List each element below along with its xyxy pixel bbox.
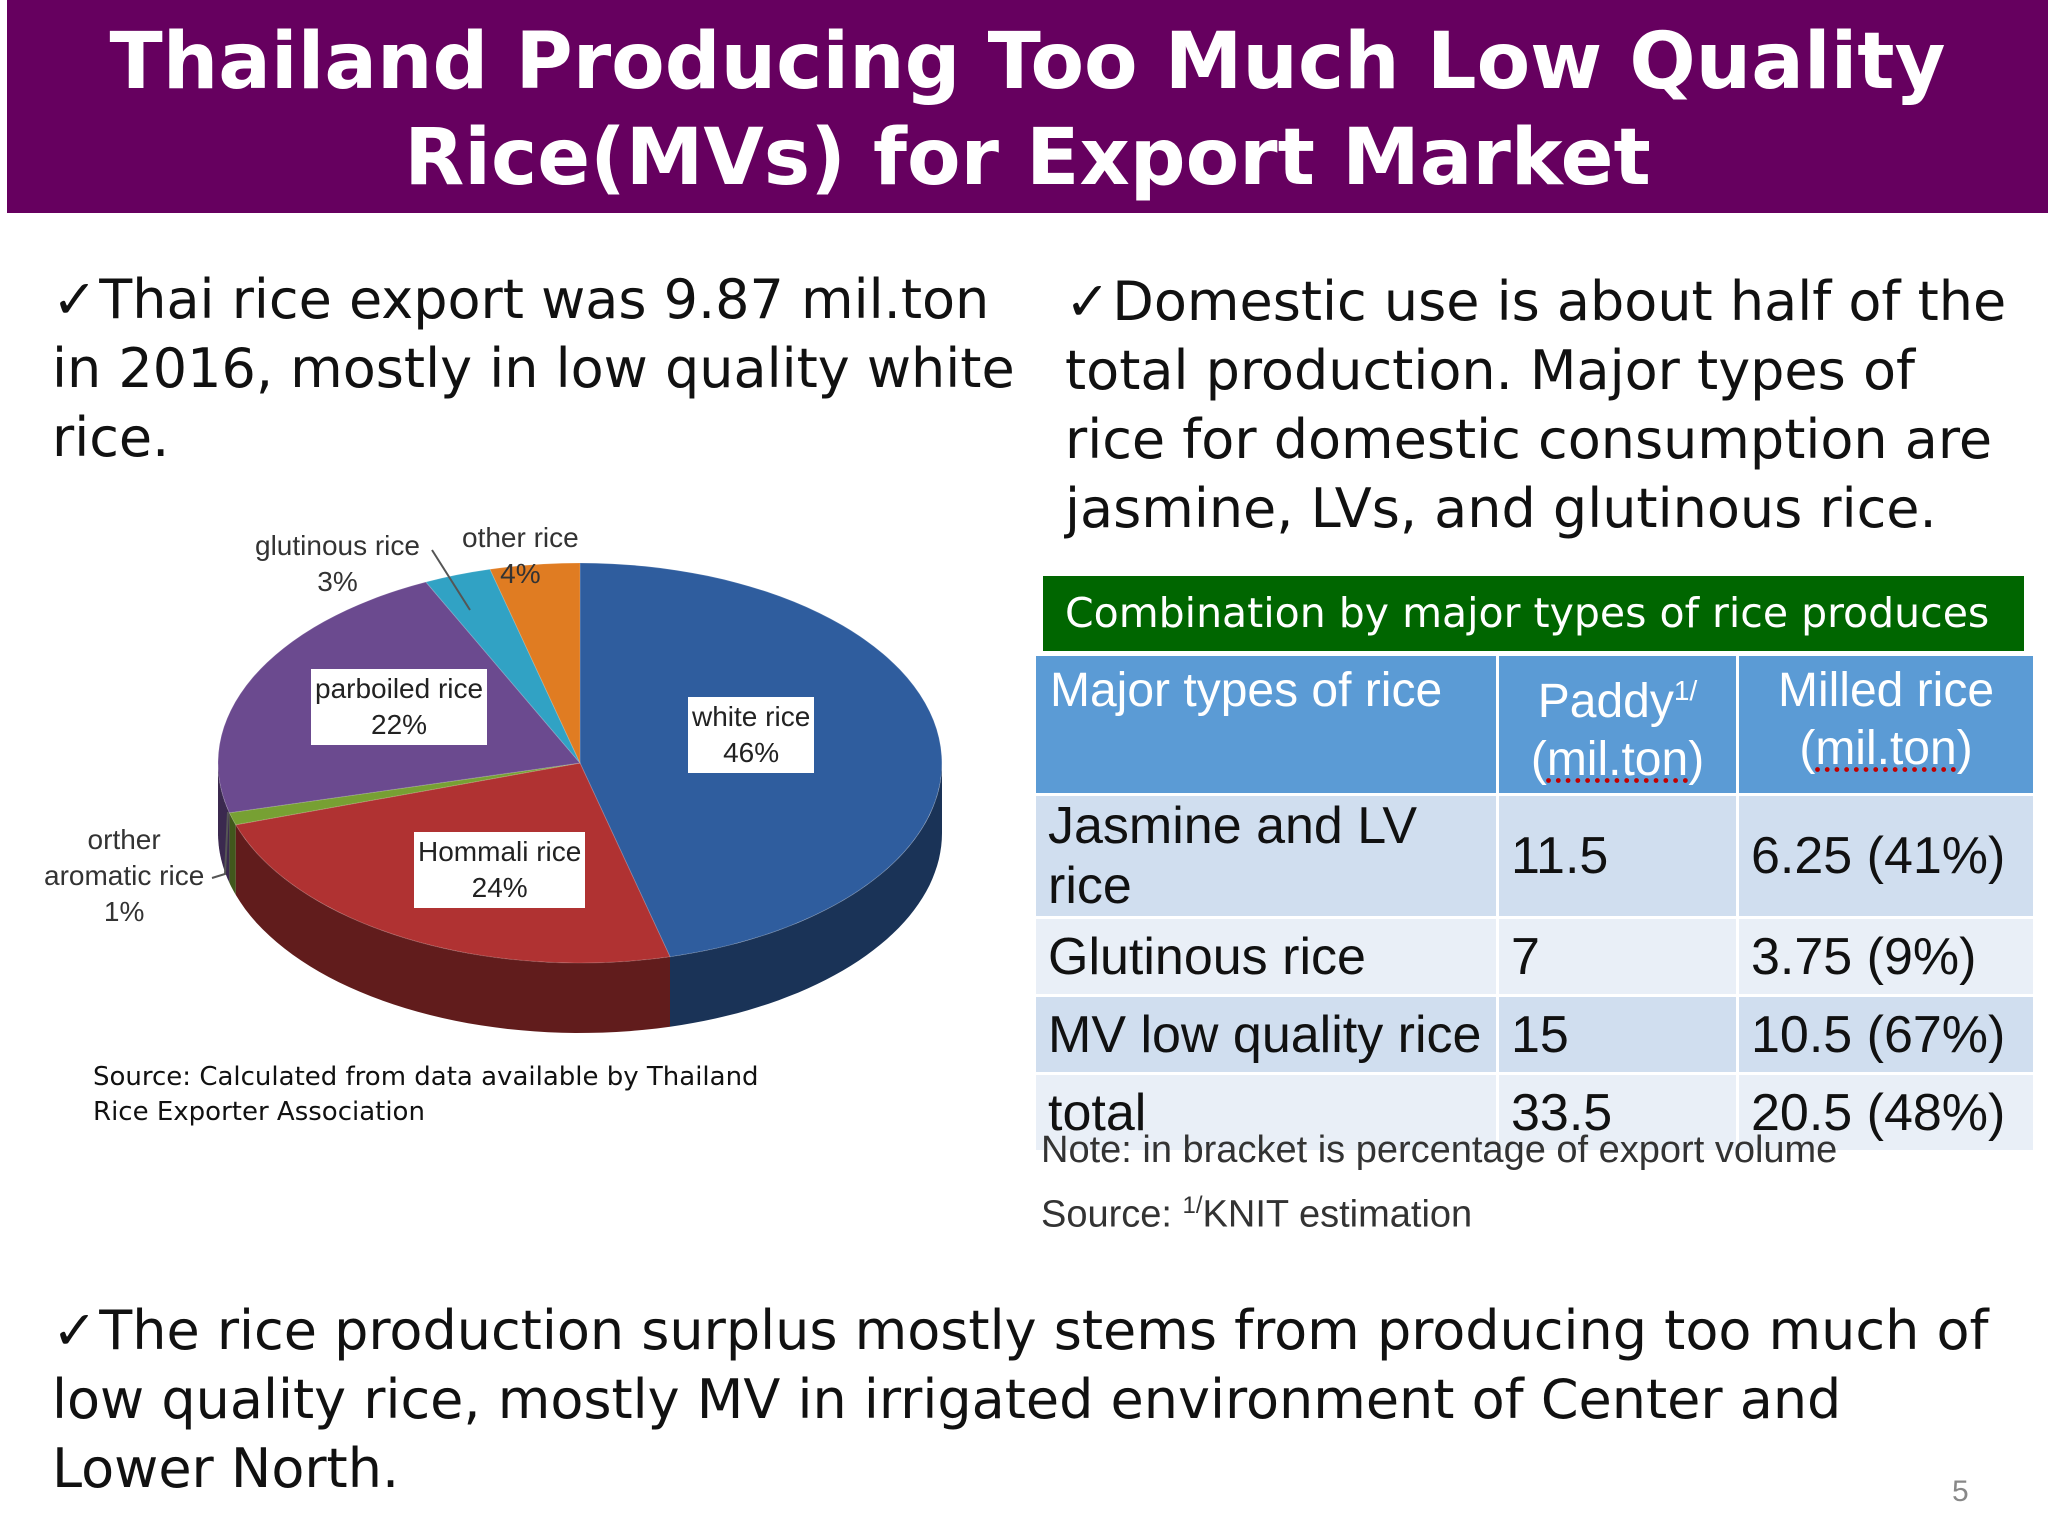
rice-types-table: Major types of rice Paddy1/(mil.ton) Mil… [1033,653,2036,1153]
leader-line-orther [211,811,229,879]
pie-label-other-name: other rice [462,522,579,553]
pie-label-white-pct: 46% [723,737,780,768]
cell-milled: 10.5 (67%) [1736,994,2036,1075]
slide-title: Thailand Producing Too Much Low Quality … [7,0,2048,213]
pie-label-other: other rice 4% [462,520,579,592]
pie-label-orther-line2: aromatic rice [44,860,205,891]
pie-leader-lines [211,549,471,879]
pie-label-parboiled-name: parboiled rice [315,673,484,704]
pie-label-hommali: Hommali rice 24% [414,832,586,908]
pie-source-note: Source: Calculated from data available b… [93,1062,759,1127]
pie-label-glutinous-name: glutinous rice [255,530,420,561]
pie-label-white: white rice 46% [688,697,815,773]
bullet-domestic-text: Domestic use is about half of the total … [1065,270,2007,540]
header-paddy-unit: mil.ton [1546,733,1689,786]
cell-type: Glutinous rice [1033,916,1499,997]
bullet-surplus: ✓The rice production surplus mostly stem… [52,1296,2012,1503]
table-source-text: KNIT estimation [1202,1193,1473,1236]
pie-side-Hommali-rice [235,824,670,1033]
pie-label-hommali-name: Hommali rice [418,836,582,867]
table-row: total 33.5 20.5 (48%) [1033,1072,2036,1153]
header-milled-unit: mil.ton [1815,722,1957,775]
cell-paddy: 11.5 [1496,793,1739,919]
title-line-1: Thailand Producing Too Much Low Quality [109,17,1946,107]
cell-paddy: 33.5 [1496,1072,1739,1153]
bullet-export: ✓Thai rice export was 9.87 mil.ton in 20… [52,265,1032,472]
table-row: MV low quality rice 15 10.5 (67%) [1033,994,2036,1075]
cell-milled: 6.25 (41%) [1736,793,2036,919]
pie-label-other-pct: 4% [500,558,541,589]
page-number: 5 [1952,1475,1969,1508]
cell-type: total [1033,1072,1499,1153]
pie-label-glutinous-pct: 3% [317,566,358,597]
pie-slice-orther-aromatic-rice [228,762,581,826]
header-milled-label: Milled rice [1777,664,1995,717]
cell-paddy: 7 [1496,916,1739,997]
table-source: Source: 1/KNIT estimation [1041,1178,1941,1243]
title-line-2: Rice(MVs) for Export Market [404,113,1651,203]
header-major-types: Major types of rice [1033,653,1499,796]
table-header-row: Major types of rice Paddy1/(mil.ton) Mil… [1033,653,2036,796]
table-caption: Combination by major types of rice produ… [1043,576,2024,651]
pie-slice-other-rice [489,562,581,764]
pie-side-orther-aromatic-rice [229,812,236,895]
bullet-domestic: ✓Domestic use is about half of the total… [1065,267,2025,543]
pie-label-parboiled-pct: 22% [371,709,428,740]
header-paddy-footnote: 1/ [1673,675,1698,706]
table-source-prefix: Source: [1041,1193,1183,1236]
table-notes: Note: in bracket is percentage of export… [1041,1123,1941,1243]
header-milled: Milled rice (mil.ton) [1736,653,2036,796]
pie-label-white-name: white rice [692,701,811,732]
checkmark-icon: ✓ [52,268,98,331]
table-row: Glutinous rice 7 3.75 (9%) [1033,916,2036,997]
cell-milled: 20.5 (48%) [1736,1072,2036,1153]
bullet-export-text: Thai rice export was 9.87 mil.ton in 201… [52,268,1015,469]
pie-label-glutinous: glutinous rice 3% [255,528,420,600]
table-row: Jasmine and LV rice 11.5 6.25 (41%) [1033,793,2036,919]
table-source-footnote: 1/ [1182,1192,1203,1219]
checkmark-icon: ✓ [1065,270,1111,333]
pie-label-orther-aromatic: orther aromatic rice 1% [44,822,204,930]
header-paddy: Paddy1/(mil.ton) [1496,653,1739,796]
cell-type: Jasmine and LV rice [1033,793,1499,919]
pie-label-hommali-pct: 24% [471,872,528,903]
checkmark-icon: ✓ [52,1299,98,1362]
cell-paddy: 15 [1496,994,1739,1075]
header-paddy-label: Paddy [1537,675,1674,728]
pie-side-white-rice [670,763,942,1027]
pie-label-parboiled: parboiled rice 22% [311,669,488,745]
cell-type: MV low quality rice [1033,994,1499,1075]
pie-label-orther-line1: orther [87,824,161,855]
leader-line-glutinous [431,549,471,611]
bullet-surplus-text: The rice production surplus mostly stems… [52,1299,1989,1500]
pie-slice-glutinous-rice [425,568,581,764]
cell-milled: 3.75 (9%) [1736,916,2036,997]
table-note: Note: in bracket is percentage of export… [1041,1129,1838,1171]
pie-label-orther-pct: 1% [103,896,145,927]
